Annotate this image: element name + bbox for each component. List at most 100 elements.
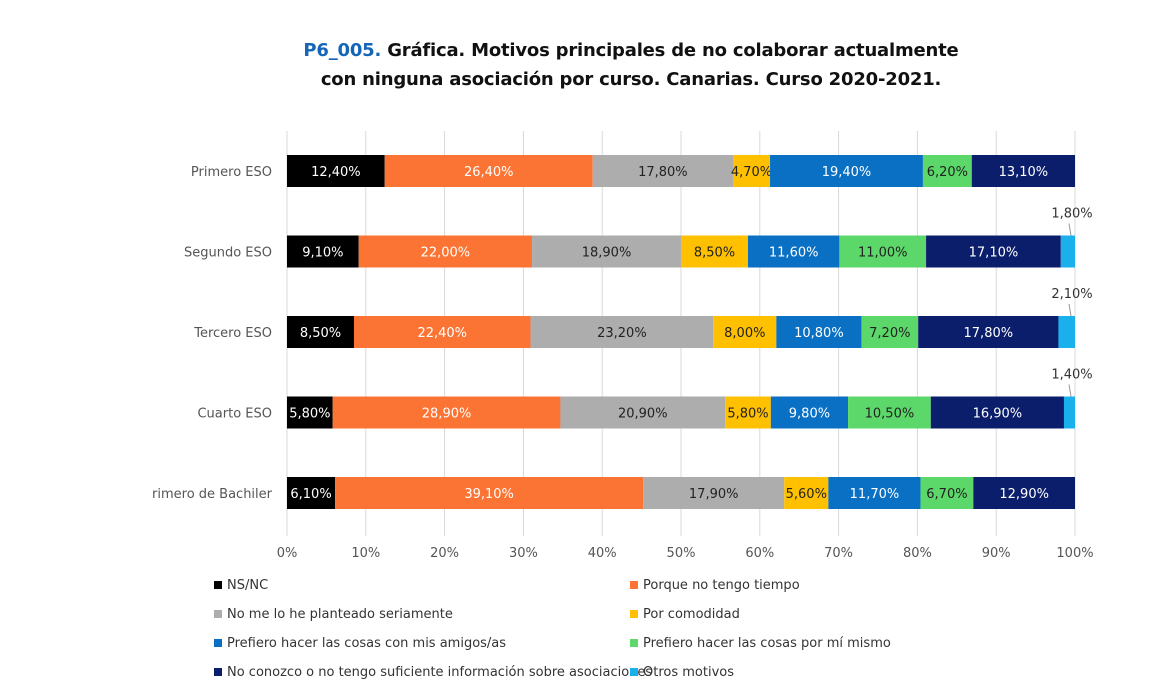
bar-segment (930, 396, 1064, 429)
bar-segment (560, 396, 726, 429)
bar-segment (384, 155, 593, 187)
category-label: Segundo ESO (184, 246, 272, 261)
data-label: 39,10% (464, 487, 514, 502)
bar-segment (725, 396, 771, 429)
data-label: 12,40% (311, 165, 361, 180)
bar-segment (335, 477, 644, 509)
bar-segment (643, 477, 785, 509)
chart-title: P6_005. Gráfica. Motivos principales de … (0, 36, 1173, 94)
data-label: 6,70% (926, 487, 967, 502)
category-label: Primero ESO (191, 165, 272, 180)
data-label: 1,80% (1051, 207, 1092, 222)
data-label: 17,10% (969, 246, 1019, 261)
data-label: 12,90% (999, 487, 1049, 502)
data-label: 10,50% (865, 407, 915, 422)
x-tick-label: 0% (277, 546, 298, 561)
data-label: 5,60% (786, 487, 827, 502)
bar-segment (287, 235, 359, 268)
legend-item: Prefiero hacer las cosas por mí mismo (630, 633, 891, 653)
legend-item: Otros motivos (630, 662, 734, 682)
legend-item: No conozco o no tengo suficiente informa… (214, 662, 652, 682)
data-label: 5,80% (289, 407, 330, 422)
legend-swatch (630, 668, 638, 676)
legend-label: No conozco o no tengo suficiente informa… (227, 664, 653, 680)
bar-segment (358, 235, 533, 268)
bar-segment (1058, 316, 1075, 348)
legend-swatch (214, 610, 222, 618)
legend-swatch (214, 581, 222, 589)
title-text-1: Gráfica. Motivos principales de no colab… (387, 40, 959, 61)
data-label: 11,70% (850, 487, 900, 502)
bar-segment (532, 235, 681, 268)
bar-segment (287, 316, 354, 348)
data-label: 2,10% (1051, 287, 1092, 302)
label-leader-line (1068, 303, 1072, 317)
category-label: Tercero ESO (193, 326, 272, 341)
legend-label: Prefiero hacer las cosas con mis amigos/… (227, 635, 507, 651)
bar-segment (920, 477, 974, 509)
bar-segment (770, 155, 923, 187)
bar-segment (776, 316, 862, 348)
data-label: 17,80% (964, 326, 1014, 341)
data-label: 1,40% (1051, 368, 1092, 383)
bar-segment (747, 235, 840, 268)
bar-segment (592, 155, 734, 187)
bar-segment (287, 477, 336, 509)
bar-segment (926, 235, 1061, 268)
data-label: 7,20% (869, 326, 910, 341)
bar-segment (733, 155, 771, 187)
category-label: rimero de Bachiler (152, 487, 273, 502)
data-label: 9,80% (789, 407, 830, 422)
legend-label: NS/NC (227, 577, 269, 593)
legend-label: Por comodidad (643, 606, 740, 622)
x-tick-label: 70% (824, 546, 853, 561)
legend-swatch (214, 668, 222, 676)
x-tick-label: 50% (667, 546, 696, 561)
legend-label: Prefiero hacer las cosas por mí mismo (643, 635, 891, 651)
bar-segment (839, 235, 927, 268)
legend-swatch (630, 639, 638, 647)
data-label: 19,40% (822, 165, 872, 180)
data-label: 6,10% (290, 487, 331, 502)
data-label: 16,90% (973, 407, 1023, 422)
data-label: 26,40% (464, 165, 514, 180)
legend-item: Porque no tengo tiempo (630, 575, 800, 595)
legend-item: No me lo he planteado seriamente (214, 604, 453, 624)
bar-segment (353, 316, 531, 348)
bar-segment (848, 396, 931, 429)
legend-item: Prefiero hacer las cosas con mis amigos/… (214, 633, 506, 653)
data-label: 8,50% (694, 246, 735, 261)
bar-segment (971, 155, 1075, 187)
data-label: 17,90% (689, 487, 739, 502)
legend-swatch (630, 610, 638, 618)
bar-segment (1063, 396, 1075, 429)
data-label: 28,90% (422, 407, 472, 422)
bar-segment (784, 477, 829, 509)
category-label: Cuarto ESO (197, 407, 272, 422)
legend-item: NS/NC (214, 575, 268, 595)
bar-segment (1060, 235, 1075, 268)
bar-segment (287, 396, 333, 429)
data-label: 10,80% (794, 326, 844, 341)
x-tick-label: 10% (351, 546, 380, 561)
x-tick-label: 100% (1056, 546, 1093, 561)
bar-segment (332, 396, 561, 429)
x-axis-ticks: 0% 10% 20% 30% 40% 50% 60% 70% 80% 90% 100% (277, 546, 1094, 561)
bar-segment (973, 477, 1075, 509)
data-label: 18,90% (582, 246, 632, 261)
bar-segment (861, 316, 919, 348)
bar-segment (530, 316, 714, 348)
title-line-1: P6_005. Gráfica. Motivos principales de … (0, 36, 1173, 65)
x-tick-label: 30% (509, 546, 538, 561)
data-label: 17,80% (638, 165, 688, 180)
data-label: 9,10% (302, 246, 343, 261)
data-label: 8,00% (724, 326, 765, 341)
x-tick-label: 40% (588, 546, 617, 561)
data-label: 11,60% (769, 246, 819, 261)
x-tick-label: 20% (430, 546, 459, 561)
label-leader-line (1068, 223, 1072, 236)
data-label: 11,00% (858, 246, 908, 261)
title-code: P6_005. (303, 40, 382, 61)
data-label: 4,70% (731, 165, 772, 180)
